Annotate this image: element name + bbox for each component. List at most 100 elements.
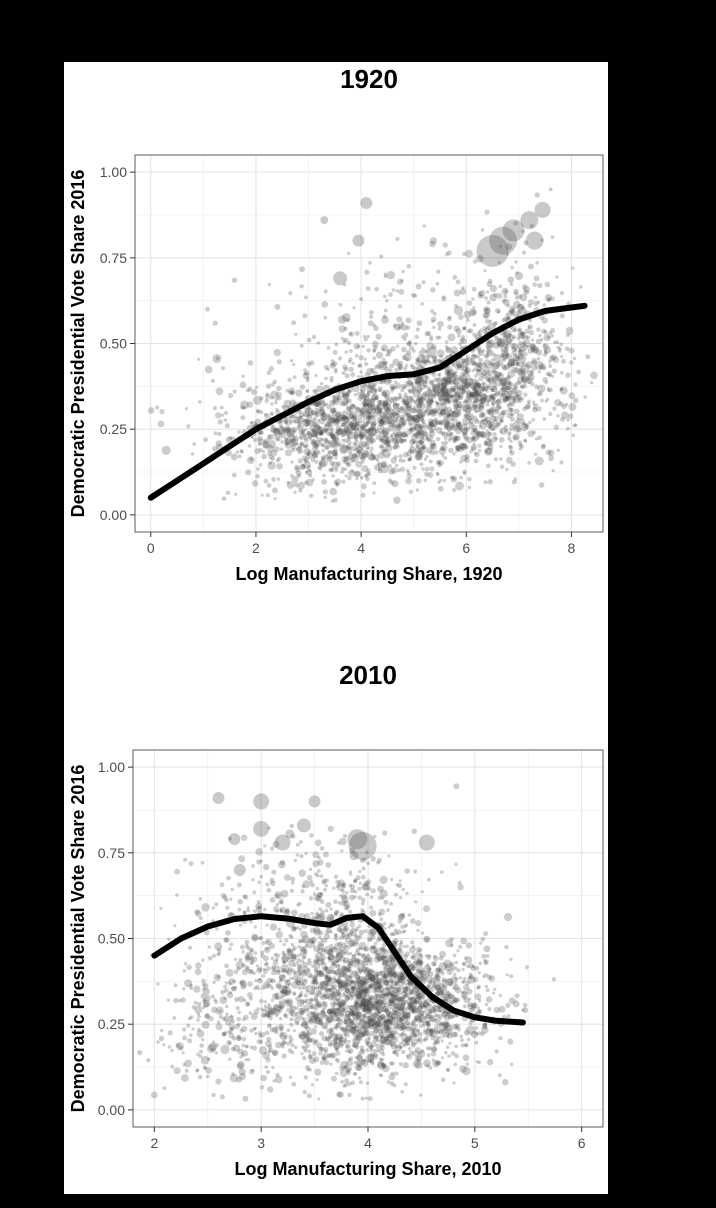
scatter-point [217,431,222,437]
scatter-point [465,445,469,449]
scatter-point [305,469,313,476]
scatter-point [425,354,430,360]
scatter-point [286,1041,290,1046]
scatter-point [474,397,480,403]
scatter-point [479,430,487,438]
scatter-point [484,447,492,456]
scatter-point [538,334,542,338]
scatter-point [403,452,409,458]
scatter-point [380,947,385,952]
scatter-point [431,355,437,361]
scatter-point [190,452,195,456]
scatter-point [314,1068,322,1076]
scatter-point [327,450,332,454]
scatter-point [195,962,202,969]
scatter-point [473,380,479,386]
scatter-point [304,480,309,485]
scatter-point [446,399,451,404]
scatter-point [424,407,430,412]
scatter-point [332,437,340,445]
scatter-point [502,357,507,362]
scatter-point [470,446,476,452]
scatter-point [486,300,491,305]
scatter-point [354,439,359,444]
scatter-point [412,349,416,353]
scatter-point [449,394,454,399]
scatter-point [379,438,383,443]
scatter-point [385,440,389,444]
scatter-point [298,430,304,435]
scatter-point [349,991,356,997]
scatter-point [350,942,355,947]
scatter-point [384,441,390,447]
scatter-point [314,959,319,964]
scatter-point [362,456,366,461]
scatter-point [240,450,244,454]
scatter-point [414,900,418,904]
scatter-point [321,415,327,422]
scatter-point [311,428,315,433]
scatter-point [524,965,530,970]
scatter-point [390,1061,395,1066]
scatter-point [409,415,414,420]
scatter-point [402,385,407,390]
scatter-point [187,945,193,950]
scatter-point [388,368,393,373]
scatter-point [495,399,502,406]
scatter-point [346,437,351,442]
scatter-point [388,292,393,297]
scatter-point [415,920,422,927]
scatter-point [236,1034,241,1039]
scatter-point [435,335,440,340]
scatter-point [409,426,414,431]
scatter-point [225,905,230,910]
scatter-point [365,471,370,476]
scatter-point [284,438,291,445]
scatter-point [370,422,376,428]
scatter-point [330,985,335,989]
scatter-point [303,372,307,376]
scatter-point [299,946,305,952]
scatter-point [391,288,396,292]
scatter-point [280,901,284,905]
scatter-point [471,286,477,292]
scatter-point [414,423,423,432]
scatter-point [513,408,520,415]
scatter-point [463,378,469,384]
scatter-point [326,345,331,350]
scatter-point [307,409,315,417]
scatter-point [253,925,257,929]
scatter-point [330,434,335,439]
scatter-point [417,412,424,419]
scatter-point [341,456,347,462]
scatter-point [285,427,292,434]
scatter-point [311,334,317,340]
scatter-point [291,475,299,484]
scatter-point [499,417,504,422]
scatter-point [382,391,387,397]
scatter-point [525,335,531,340]
scatter-point [431,407,438,414]
scatter-point [247,360,254,366]
scatter-point [452,953,457,958]
scatter-point [317,437,324,443]
scatter-point [364,450,369,455]
scatter-point [416,413,420,418]
scatter-point [520,375,529,383]
scatter-point [417,403,422,408]
scatter-point [231,472,237,478]
scatter-point [509,310,514,314]
scatter-point [436,401,440,405]
scatter-point [510,461,516,467]
scatter-point [373,389,378,394]
scatter-point [348,1004,354,1011]
scatter-point [405,325,411,330]
scatter-point [328,455,332,459]
scatter-point [548,187,553,192]
scatter-point [426,413,431,417]
scatter-point [225,1004,229,1009]
scatter-point [410,918,416,924]
scatter-point [341,942,348,949]
scatter-point [398,1041,403,1046]
scatter-point [386,1080,391,1084]
